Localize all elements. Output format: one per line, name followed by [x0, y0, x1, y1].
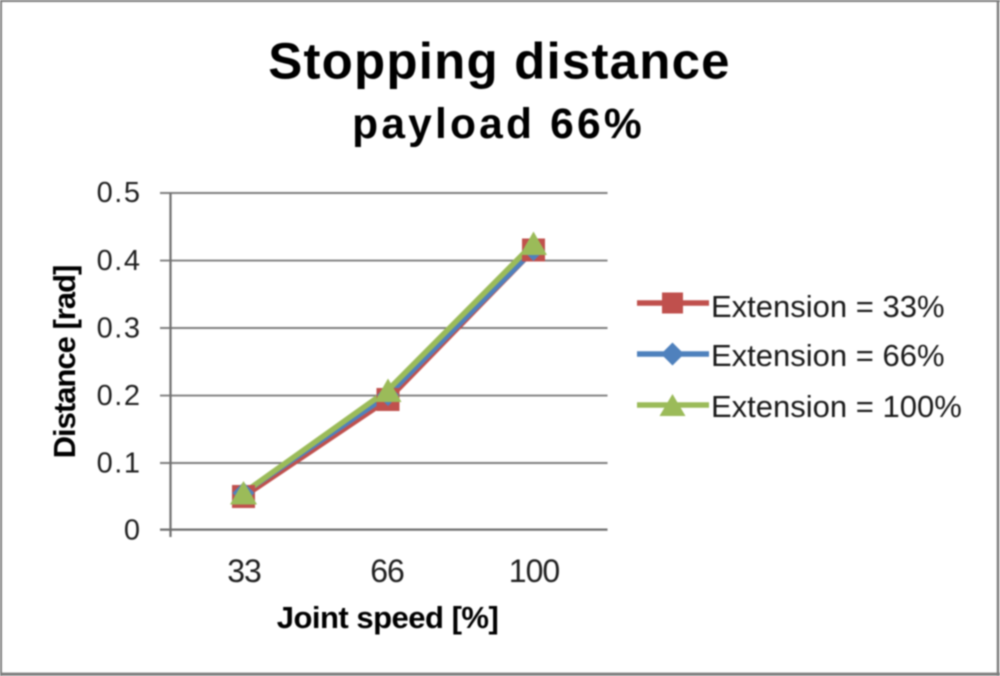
svg-text:Joint speed [%]: Joint speed [%]	[277, 600, 499, 635]
svg-text:0.5: 0.5	[97, 177, 142, 209]
svg-text:Distance [rad]: Distance [rad]	[47, 266, 82, 459]
svg-text:payload 66%: payload 66%	[352, 101, 645, 148]
svg-text:0: 0	[124, 515, 142, 547]
svg-text:0.2: 0.2	[97, 380, 142, 412]
svg-text:0.3: 0.3	[97, 313, 142, 345]
svg-text:33: 33	[227, 553, 261, 589]
svg-text:Extension = 33%: Extension = 33%	[711, 289, 945, 324]
svg-text:66: 66	[370, 553, 404, 589]
svg-text:0.1: 0.1	[97, 448, 142, 480]
svg-text:0.4: 0.4	[97, 245, 142, 277]
svg-text:Extension = 66%: Extension = 66%	[711, 338, 945, 373]
svg-text:Extension = 100%: Extension = 100%	[711, 389, 962, 424]
svg-text:Stopping distance: Stopping distance	[268, 33, 730, 90]
svg-text:100: 100	[509, 553, 560, 589]
